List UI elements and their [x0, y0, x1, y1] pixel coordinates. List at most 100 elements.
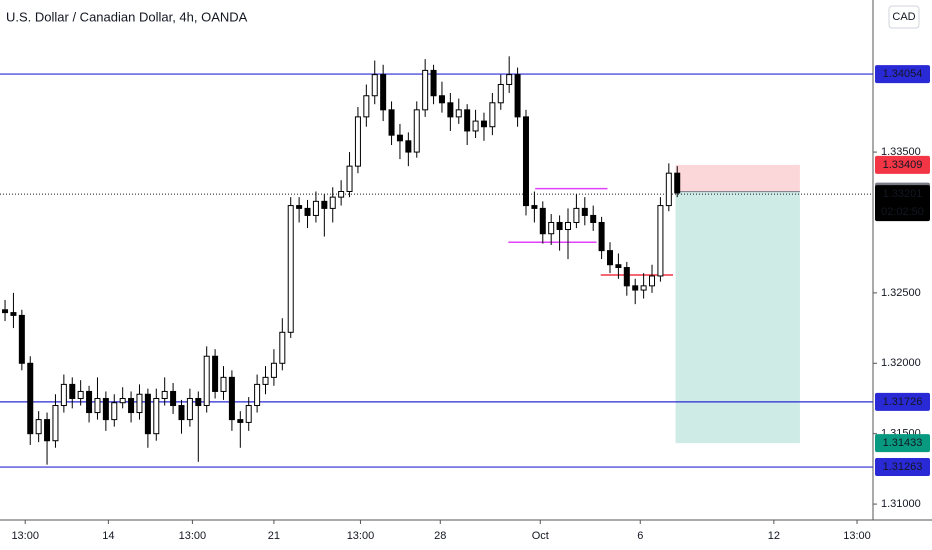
bar-countdown: 02:02:50	[881, 206, 924, 218]
candle-body	[270, 362, 277, 378]
y-tick-label: 1.32500	[881, 287, 921, 299]
candle-body	[2, 309, 9, 314]
candle-body	[346, 165, 353, 192]
candle-body	[102, 397, 109, 421]
position-stop-label-bg	[875, 155, 930, 174]
position-reward	[675, 191, 800, 444]
candle-body	[388, 109, 395, 136]
candle-body	[170, 390, 177, 407]
candle-body	[380, 74, 387, 111]
y-tick-label: 1.32000	[881, 357, 921, 369]
currency-label[interactable]: CAD	[892, 11, 915, 23]
candle-body	[228, 376, 235, 421]
candle-body	[136, 393, 143, 414]
candle-body	[564, 221, 571, 231]
candle-body	[581, 207, 588, 216]
candle-body	[86, 390, 93, 414]
candle-body	[413, 109, 420, 153]
candle-body	[640, 285, 647, 291]
candle-body	[287, 205, 294, 333]
candle-body	[464, 109, 471, 132]
candle-body	[119, 397, 126, 404]
candle-body	[539, 207, 546, 235]
x-tick-label: 28	[434, 530, 446, 542]
candle-body	[514, 74, 521, 118]
candle-body	[18, 314, 25, 364]
x-tick-label: 6	[637, 530, 643, 542]
candle-body	[430, 69, 437, 97]
candle-body	[447, 102, 454, 118]
level-label-bg	[875, 392, 930, 411]
candle-body	[438, 95, 445, 104]
candle-body	[10, 312, 17, 316]
x-tick-label: 13:00	[179, 530, 207, 542]
position-risk	[675, 164, 800, 192]
level-label-bg	[875, 65, 930, 84]
candle-body	[665, 172, 672, 207]
candle-body	[506, 74, 513, 85]
candle-body	[111, 402, 118, 421]
x-tick-label: 12	[768, 530, 780, 542]
candle-body	[422, 69, 429, 111]
candle-body	[371, 74, 378, 97]
candle-body	[480, 120, 487, 128]
x-tick-label: 13:00	[11, 530, 39, 542]
candle-body	[178, 405, 185, 421]
candle-body	[321, 200, 328, 209]
candle-body	[556, 221, 563, 231]
candle-body	[363, 95, 370, 118]
candle-body	[262, 376, 269, 385]
candle-body	[220, 376, 227, 392]
candle-body	[338, 190, 345, 198]
candle-body	[607, 250, 614, 266]
candle-body	[497, 83, 504, 104]
candle-body	[548, 221, 555, 235]
candle-body	[35, 419, 42, 435]
candle-body	[69, 383, 76, 399]
candle-body	[296, 205, 303, 209]
y-tick-label: 1.31000	[881, 498, 921, 510]
candle-body	[598, 221, 605, 252]
candle-body	[27, 362, 34, 435]
chart-title: U.S. Dollar / Canadian Dollar, 4h, OANDA	[6, 9, 248, 24]
candle-body	[186, 397, 193, 421]
candle-body	[531, 205, 538, 209]
candle-body	[254, 383, 261, 407]
candle-body	[52, 405, 59, 442]
position-target-label: 1.31433	[883, 437, 923, 449]
candle-body	[623, 267, 630, 287]
candle-body	[573, 207, 580, 223]
candle-body	[329, 196, 336, 209]
candle-body	[657, 205, 664, 277]
level-label: 1.31726	[883, 396, 923, 408]
currency-button[interactable]	[888, 5, 920, 29]
candle-body	[674, 172, 681, 194]
candle-body	[455, 109, 462, 118]
candle-body	[405, 140, 412, 153]
candle-body	[632, 285, 639, 291]
candle-body	[161, 390, 168, 399]
last-price-label: 1.33201	[883, 188, 923, 200]
candle-body	[615, 264, 622, 269]
last-price-bg	[875, 185, 930, 222]
y-tick-label: 1.33500	[881, 146, 921, 158]
candle-body	[312, 200, 319, 216]
candle-body	[237, 419, 244, 423]
candle-body	[195, 397, 202, 407]
candle-body	[44, 419, 51, 442]
x-tick-label: 13:00	[347, 530, 375, 542]
candle-body	[396, 134, 403, 142]
position-target-label-bg	[875, 434, 930, 453]
x-tick-label: 14	[102, 530, 114, 542]
candle-body	[77, 390, 84, 399]
candle-body	[522, 116, 529, 207]
candle-body	[60, 383, 67, 407]
level-label: 1.34054	[883, 68, 923, 80]
candle-body	[245, 405, 252, 423]
candle-body	[128, 397, 135, 414]
x-tick-label: Oct	[532, 530, 549, 542]
candle-body	[304, 207, 311, 216]
candle-body	[649, 275, 656, 287]
candle-body	[94, 397, 101, 414]
